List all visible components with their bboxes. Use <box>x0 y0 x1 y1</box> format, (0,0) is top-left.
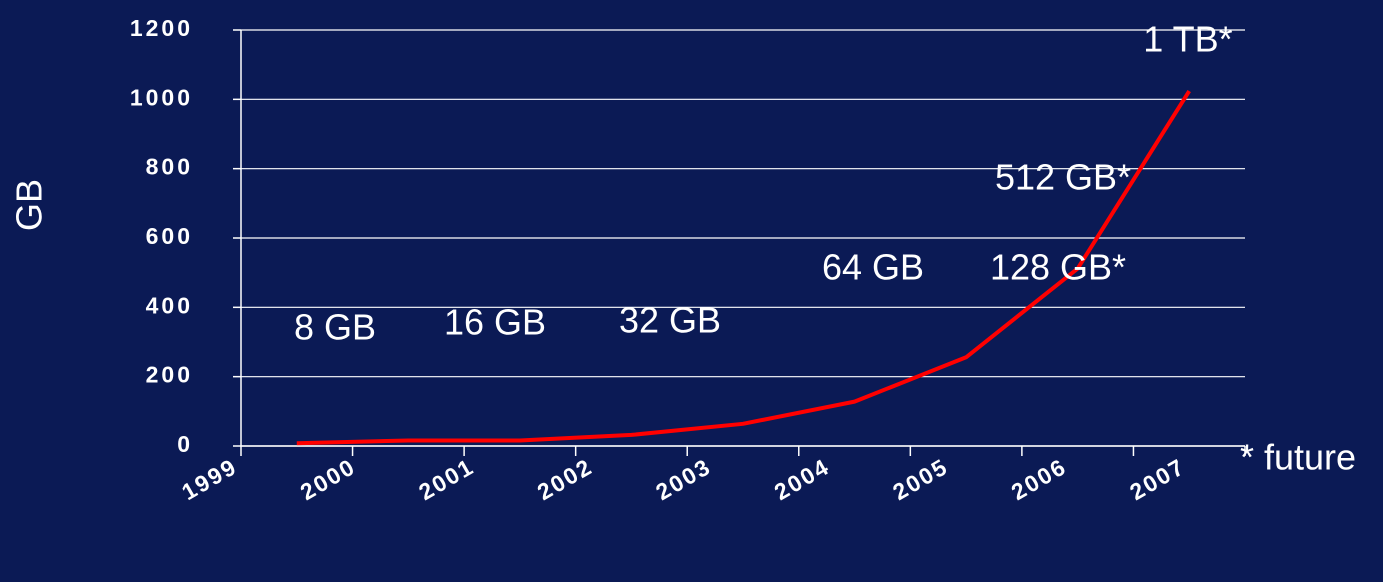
annotation: * future <box>1240 437 1356 478</box>
annotation: 1 TB* <box>1143 19 1232 60</box>
y-axis-label: GB <box>9 179 50 231</box>
y-tick-label: 600 <box>146 223 193 249</box>
annotation: 32 GB <box>619 300 721 341</box>
y-tick-label: 800 <box>146 154 193 180</box>
annotation: 512 GB* <box>995 157 1131 198</box>
annotation: 128 GB* <box>990 247 1126 288</box>
y-tick-label: 1000 <box>130 84 193 110</box>
y-tick-label: 1200 <box>130 15 193 41</box>
annotation: 64 GB <box>822 247 924 288</box>
annotation: 16 GB <box>444 302 546 343</box>
y-tick-label: 400 <box>146 292 193 318</box>
y-tick-label: 0 <box>177 431 193 457</box>
y-tick-label: 200 <box>146 362 193 388</box>
line <box>296 89 1191 446</box>
annotation: 8 GB <box>294 307 376 348</box>
